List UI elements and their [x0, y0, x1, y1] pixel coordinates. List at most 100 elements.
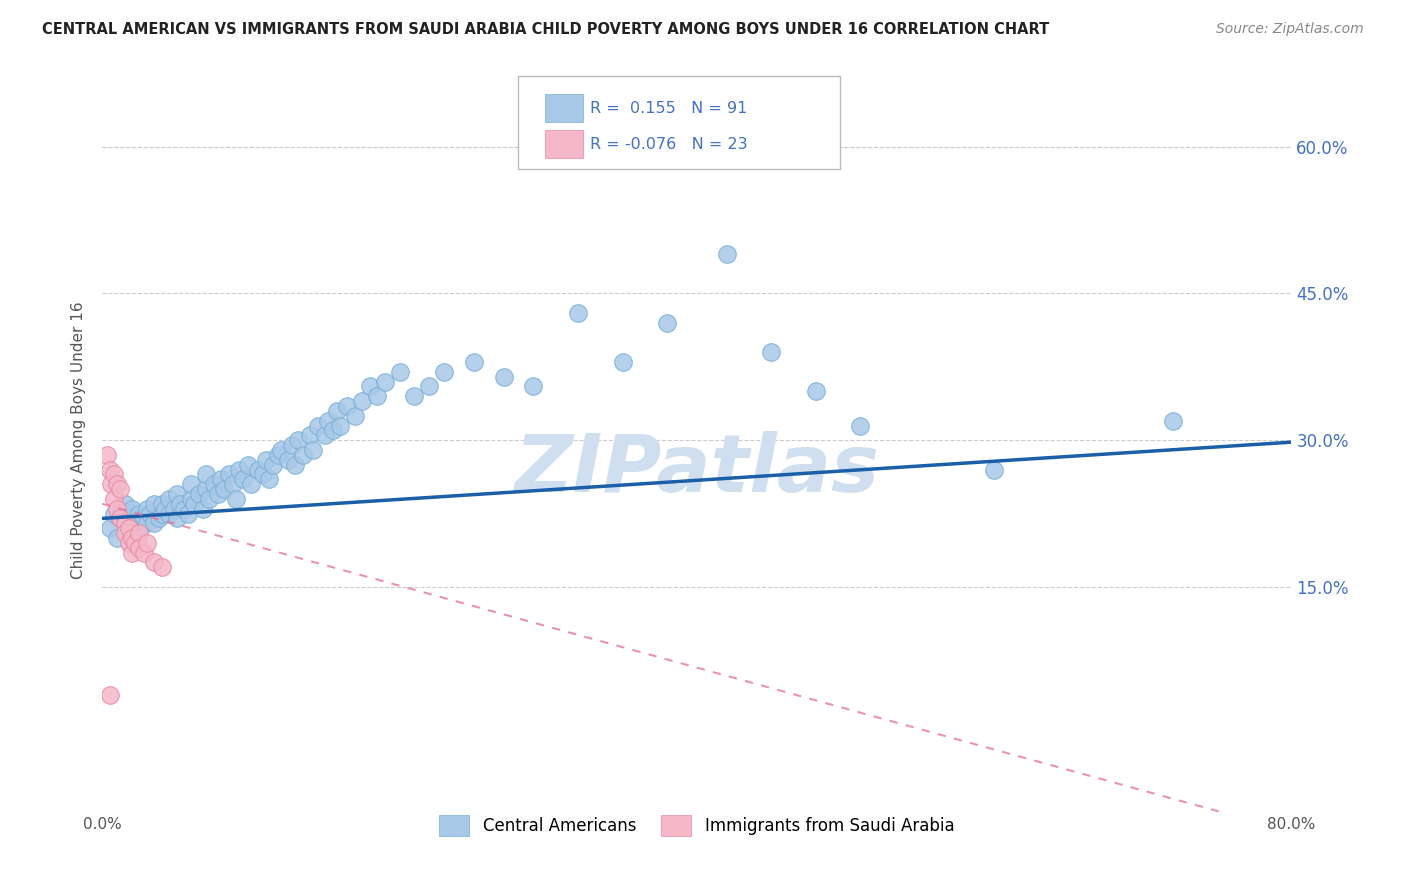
Point — [157, 491, 180, 506]
Point — [187, 487, 209, 501]
Point — [374, 375, 396, 389]
Point — [849, 418, 872, 433]
Point — [195, 467, 218, 482]
Point — [121, 531, 143, 545]
Point — [228, 462, 250, 476]
Point — [150, 560, 173, 574]
Point — [166, 487, 188, 501]
Point — [128, 526, 150, 541]
Point — [252, 467, 274, 482]
Point — [103, 491, 125, 506]
Point — [121, 511, 143, 525]
Point — [433, 365, 456, 379]
Text: ZIPatlas: ZIPatlas — [515, 431, 879, 509]
Point — [198, 491, 221, 506]
Point — [150, 497, 173, 511]
Point — [98, 462, 121, 476]
Point — [522, 379, 544, 393]
Point — [284, 458, 307, 472]
Point — [180, 477, 202, 491]
Point — [118, 536, 141, 550]
Point — [207, 487, 229, 501]
Point — [162, 501, 184, 516]
Point — [121, 546, 143, 560]
Point — [128, 507, 150, 521]
Point — [148, 511, 170, 525]
Point — [359, 379, 381, 393]
Y-axis label: Child Poverty Among Boys Under 16: Child Poverty Among Boys Under 16 — [72, 301, 86, 579]
Point — [209, 472, 232, 486]
Point — [222, 477, 245, 491]
Point — [266, 448, 288, 462]
Point — [157, 507, 180, 521]
Point — [299, 428, 322, 442]
Point — [336, 399, 359, 413]
Point — [388, 365, 411, 379]
Point — [212, 482, 235, 496]
Point — [114, 497, 136, 511]
Point — [124, 516, 146, 531]
Point — [177, 507, 200, 521]
Point — [287, 433, 309, 447]
Point — [302, 442, 325, 457]
Point — [105, 531, 128, 545]
Point — [193, 501, 215, 516]
Point — [103, 467, 125, 482]
Point — [463, 355, 485, 369]
Point — [114, 526, 136, 541]
Point — [291, 448, 314, 462]
Point — [124, 536, 146, 550]
Point — [314, 428, 336, 442]
Point — [983, 462, 1005, 476]
Point — [236, 458, 259, 472]
Point — [180, 491, 202, 506]
Point — [716, 247, 738, 261]
Point — [239, 477, 262, 491]
Point — [326, 404, 349, 418]
Point — [316, 414, 339, 428]
Point — [100, 477, 122, 491]
Point — [218, 467, 240, 482]
Point — [352, 394, 374, 409]
Point — [105, 477, 128, 491]
Point — [232, 472, 254, 486]
Text: Source: ZipAtlas.com: Source: ZipAtlas.com — [1216, 22, 1364, 37]
Point — [143, 516, 166, 531]
Point — [173, 501, 195, 516]
Point — [759, 345, 782, 359]
Point — [135, 501, 157, 516]
Point — [329, 418, 352, 433]
Point — [108, 511, 131, 525]
FancyBboxPatch shape — [544, 130, 582, 159]
Point — [108, 482, 131, 496]
Point — [343, 409, 366, 423]
Point — [105, 501, 128, 516]
Point — [277, 452, 299, 467]
Point — [108, 511, 131, 525]
Point — [118, 521, 141, 535]
Point — [1161, 414, 1184, 428]
Point — [166, 511, 188, 525]
Point — [103, 507, 125, 521]
Point — [150, 507, 173, 521]
Point — [655, 316, 678, 330]
Point — [128, 526, 150, 541]
Point — [128, 541, 150, 555]
Point — [307, 418, 329, 433]
Point — [281, 438, 304, 452]
Point — [96, 448, 118, 462]
Text: R = -0.076   N = 23: R = -0.076 N = 23 — [589, 136, 748, 152]
Point — [492, 369, 515, 384]
Point — [254, 452, 277, 467]
Point — [257, 472, 280, 486]
Point — [135, 536, 157, 550]
Point — [262, 458, 284, 472]
Point — [143, 556, 166, 570]
Point — [139, 507, 162, 521]
Point — [612, 355, 634, 369]
Point — [202, 477, 225, 491]
Point — [132, 511, 155, 525]
Point — [567, 306, 589, 320]
Point — [135, 516, 157, 531]
Point — [183, 497, 205, 511]
